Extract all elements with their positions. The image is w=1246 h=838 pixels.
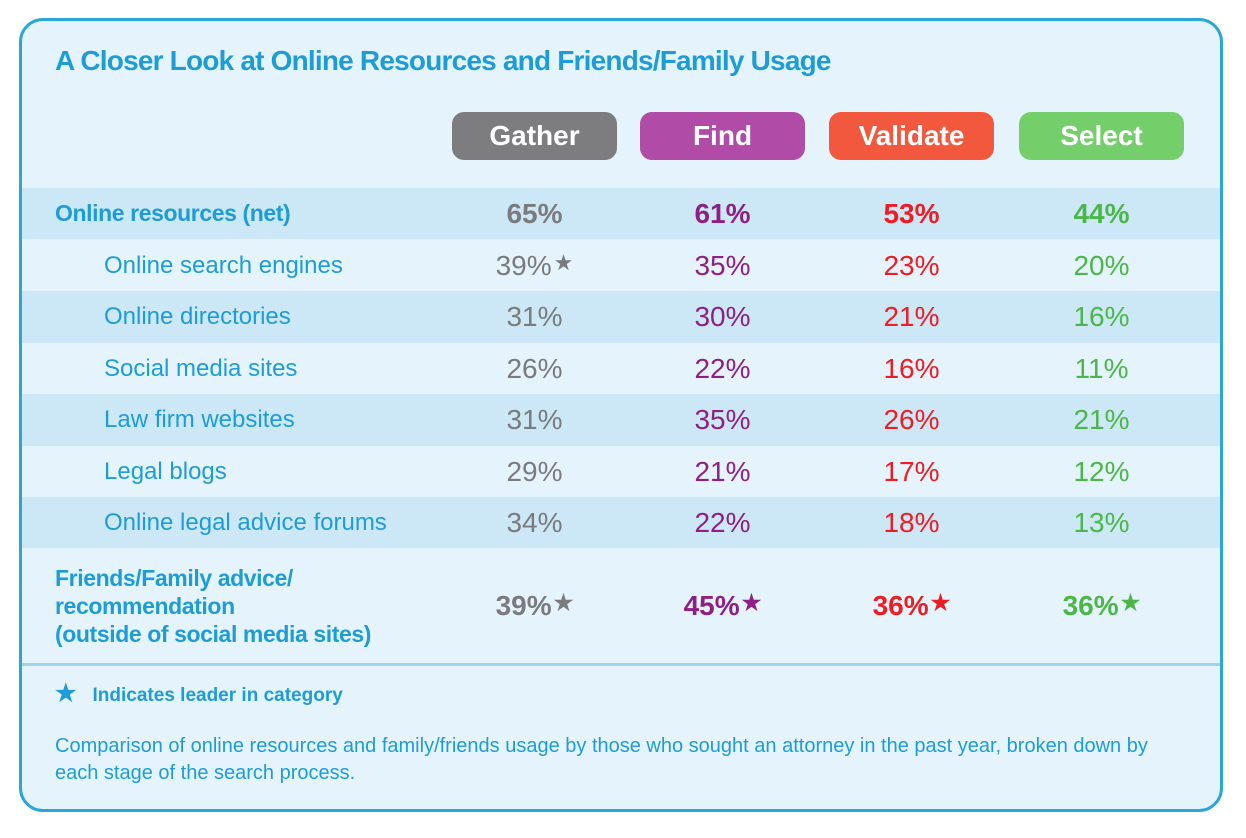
row-label: Online legal advice forums xyxy=(104,508,387,536)
data-label-select: 21% xyxy=(1073,404,1130,435)
star-icon: ★ xyxy=(553,249,574,275)
table-row: Legal blogs 29% 21% 17% 12% xyxy=(22,446,1220,497)
data-label-gather: 26% xyxy=(506,352,563,384)
data-label-select: 44% xyxy=(1073,197,1130,229)
star-icon: ★ xyxy=(930,589,951,615)
data-label-select: 36% ★ xyxy=(1062,589,1141,621)
data-label-select: 12% xyxy=(1073,455,1130,487)
data-label-gather: 39% ★ xyxy=(495,589,574,621)
row-label: Online directories xyxy=(104,303,291,330)
divider xyxy=(22,663,1220,666)
table-row: Online search engines 39% ★ 35% 23% 20% xyxy=(22,240,1220,291)
legend: ★ Indicates leader in category xyxy=(55,680,343,710)
data-label-find: 61% xyxy=(694,197,751,229)
row-label: Online resources (net) xyxy=(55,200,291,226)
data-label-select: 13% xyxy=(1073,506,1130,538)
column-header-validate: Validate xyxy=(829,112,994,160)
row-label: Friends/Family advice/recommendation (out… xyxy=(55,564,372,647)
table-row: Online directories 31% 30% 21% 16% xyxy=(22,291,1220,343)
footnote: Comparison of online resources and famil… xyxy=(55,735,1148,784)
table-row: Law firm websites 31% 35% 26% 21% xyxy=(22,394,1220,446)
chart-title: A Closer Look at Online Resources and Fr… xyxy=(55,45,831,76)
row-label: Social media sites xyxy=(104,354,298,382)
data-label-validate: 53% xyxy=(883,197,940,229)
data-label-find: 21% xyxy=(694,455,751,487)
data-label-find: 22% xyxy=(694,506,751,538)
data-label-find: 30% xyxy=(694,301,751,332)
data-label-gather: 39% ★ xyxy=(495,249,574,281)
data-label-find: 45% ★ xyxy=(683,589,762,621)
column-header-find: Find xyxy=(640,112,805,160)
table-row: Online resources (net) 65% 61% 53% 44% xyxy=(22,188,1220,239)
column-header-gather: Gather xyxy=(452,112,617,160)
data-label-validate: 36% ★ xyxy=(872,589,951,621)
star-icon: ★ xyxy=(55,680,77,707)
data-label-gather: 31% xyxy=(506,301,563,332)
data-label-gather: 65% xyxy=(506,197,563,229)
data-label-find: 35% xyxy=(694,249,751,281)
chart-card: A Closer Look at Online Resources and Fr… xyxy=(19,18,1223,812)
data-label-validate: 23% xyxy=(883,249,940,281)
star-icon: ★ xyxy=(741,589,762,615)
legend-text: Indicates leader in category xyxy=(92,684,343,706)
star-icon: ★ xyxy=(553,589,574,615)
data-label-gather: 29% xyxy=(506,455,563,487)
data-label-find: 35% xyxy=(694,404,751,435)
table-row: Online legal advice forums 34% 22% 18% 13% xyxy=(22,497,1220,548)
data-label-gather: 31% xyxy=(506,404,563,435)
data-label-validate: 16% xyxy=(883,352,940,384)
data-label-validate: 26% xyxy=(883,404,940,435)
data-label-select: 11% xyxy=(1074,352,1129,384)
row-label: Legal blogs xyxy=(104,457,227,485)
table-row: Friends/Family advice/recommendation (out… xyxy=(22,548,1220,663)
data-label-gather: 34% xyxy=(506,506,563,538)
data-label-validate: 17% xyxy=(883,455,940,487)
data-label-validate: 18% xyxy=(883,506,940,538)
data-label-validate: 21% xyxy=(883,301,940,332)
column-header-select: Select xyxy=(1019,112,1184,160)
table-row: Social media sites 26% 22% 16% 11% xyxy=(22,343,1220,394)
row-label: Online search engines xyxy=(104,251,343,279)
row-label: Law firm websites xyxy=(104,406,295,433)
data-label-select: 20% xyxy=(1073,249,1130,281)
data-label-find: 22% xyxy=(694,352,751,384)
data-label-select: 16% xyxy=(1073,301,1130,332)
star-icon: ★ xyxy=(1120,589,1141,615)
